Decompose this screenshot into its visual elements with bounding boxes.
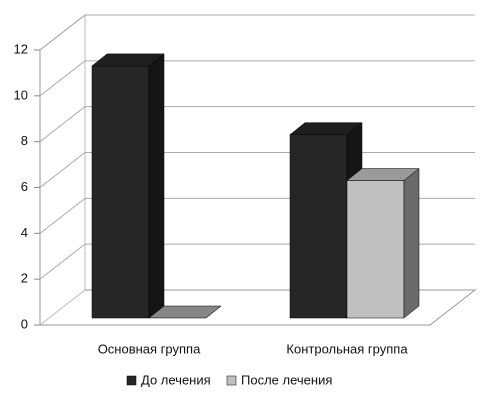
bar-top — [289, 122, 363, 135]
y-tick-label: 4 — [21, 225, 28, 240]
y-tick-label: 6 — [21, 179, 28, 194]
bar-side — [148, 53, 165, 319]
legend-swatch — [226, 375, 237, 386]
y-tick-label: 2 — [21, 271, 28, 286]
y-tick-label: 12 — [14, 41, 28, 56]
floor — [40, 289, 477, 326]
bar-front — [346, 180, 405, 319]
legend-label: До лечения — [141, 372, 211, 387]
y-tick-label: 10 — [14, 87, 28, 102]
bar-side — [403, 167, 420, 319]
bar-front — [91, 65, 150, 319]
bar-top — [346, 168, 420, 181]
legend-label: После лечения — [241, 372, 332, 387]
x-tick-label: Основная группа — [98, 341, 201, 356]
grid-line — [39, 14, 475, 51]
bar-top — [148, 305, 222, 319]
y-tick-label: 0 — [21, 316, 28, 331]
x-tick-label: Контрольная группа — [286, 341, 408, 356]
grid-line — [39, 60, 475, 97]
grid-line — [39, 106, 475, 143]
bar-top — [91, 53, 165, 67]
bar-front — [289, 134, 348, 319]
y-tick-label: 8 — [21, 133, 28, 148]
legend-swatch — [126, 375, 137, 386]
